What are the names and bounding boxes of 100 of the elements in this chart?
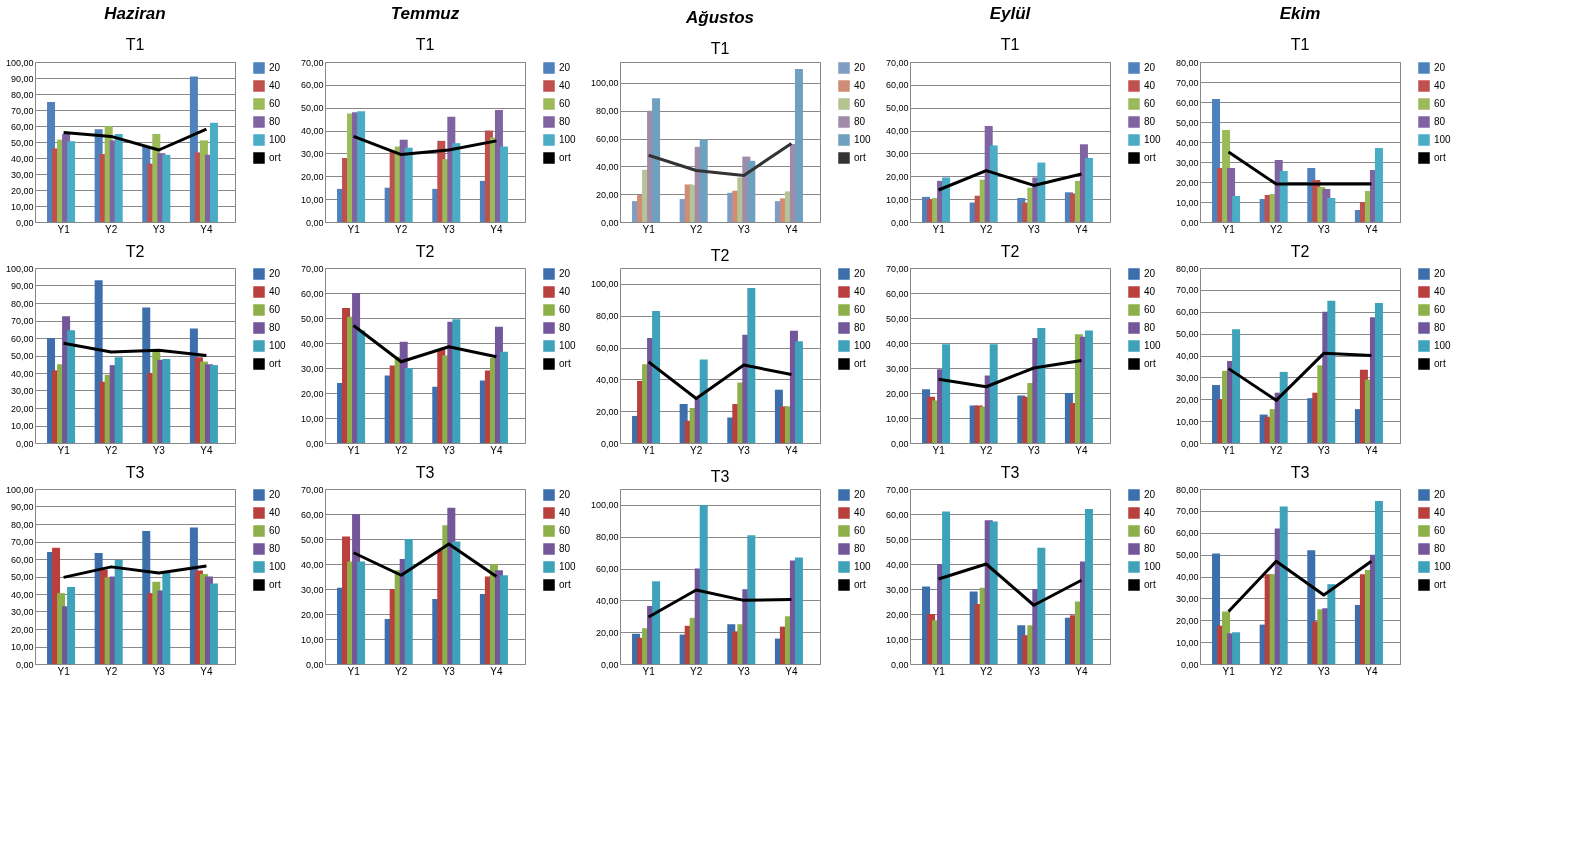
bar (1037, 547, 1046, 664)
legend-label: 20 (854, 489, 866, 500)
y-tick-label: 80,00 (595, 532, 619, 543)
legend-label: 20 (559, 268, 571, 279)
x-tick-label: Y4 (200, 665, 213, 677)
bar (1084, 330, 1093, 443)
legend-label: 20 (269, 489, 281, 500)
y-tick-label: 40,00 (1175, 572, 1199, 582)
bar (404, 539, 413, 664)
bar (699, 504, 708, 664)
x-tick-label: Y2 (1270, 223, 1283, 235)
y-tick-label: 80,00 (595, 311, 619, 322)
y-tick-label: 30,00 (1175, 157, 1199, 168)
y-tick-label: 20,00 (300, 171, 324, 182)
bar (989, 145, 998, 222)
line-series (647, 141, 793, 177)
chart-title: Ağustos (685, 8, 754, 27)
legend-label: 80 (269, 322, 281, 333)
line-series (62, 341, 208, 357)
legend-label: 80 (854, 543, 866, 554)
bar (942, 177, 951, 222)
chart-title: T3 (1000, 464, 1020, 481)
legend-label: ort (269, 152, 281, 163)
legend-label: ort (559, 579, 571, 590)
x-tick-label: Y1 (642, 444, 656, 456)
y-tick-label: 70,00 (300, 57, 324, 68)
y-tick-label: 40,00 (10, 589, 34, 600)
legend-label: ort (854, 152, 866, 163)
y-tick-label: 20,00 (595, 627, 619, 638)
y-tick-label: 30,00 (10, 386, 34, 396)
bar (499, 146, 508, 222)
x-tick-label: Y1 (642, 665, 656, 677)
y-tick-label: 80,00 (10, 89, 34, 100)
y-tick-label: 20,00 (1175, 394, 1199, 405)
bar (989, 344, 998, 443)
legend-label: 20 (269, 62, 281, 73)
bar (114, 134, 123, 222)
legend-label: 100 (854, 340, 872, 351)
y-tick-label: 20,00 (10, 624, 34, 635)
legend-label: 40 (854, 507, 866, 518)
bar (794, 557, 803, 664)
y-tick-label: 0,00 (15, 217, 34, 228)
y-tick-label: 40,00 (300, 126, 324, 137)
bar (114, 357, 123, 443)
legend-label: ort (1144, 358, 1156, 369)
bar (67, 330, 76, 443)
bar (942, 344, 951, 443)
x-tick-label: Y4 (785, 665, 798, 677)
legend-label: 40 (1434, 507, 1446, 518)
y-tick-label: 60,00 (300, 80, 324, 91)
bar (794, 68, 803, 222)
bar (652, 98, 661, 222)
bar (404, 147, 413, 222)
legend-label: 100 (854, 134, 872, 145)
bar (452, 319, 461, 443)
y-tick-label: 10,00 (885, 634, 909, 645)
legend-label: ort (1144, 152, 1156, 163)
bar (452, 143, 461, 222)
y-tick-label: 20,00 (595, 189, 619, 200)
legend-label: 60 (559, 304, 571, 315)
bar (499, 351, 508, 443)
bar (452, 541, 461, 664)
legend-label: 100 (1144, 134, 1162, 145)
legend-label: 100 (269, 561, 287, 572)
line-series (937, 169, 1083, 192)
legend-label: ort (269, 358, 281, 369)
chart-title: T2 (125, 243, 145, 260)
legend-label: 100 (1434, 134, 1452, 145)
legend-label: ort (854, 579, 866, 590)
x-tick-label: Y1 (347, 223, 361, 235)
x-tick-label: Y3 (737, 223, 751, 235)
x-tick-label: Y1 (1222, 444, 1236, 456)
legend-label: 20 (269, 268, 281, 279)
y-tick-label: 40,00 (885, 126, 909, 137)
x-tick-label: Y4 (1365, 665, 1378, 677)
y-tick-label: 50,00 (300, 534, 324, 545)
x-tick-label: Y2 (1270, 444, 1283, 456)
y-tick-label: 60,00 (1175, 528, 1199, 539)
bar (1374, 148, 1383, 222)
y-tick-label: 40,00 (1175, 351, 1199, 361)
y-tick-label: 0,00 (600, 438, 619, 449)
bar (1279, 371, 1288, 443)
y-tick-label: 30,00 (300, 584, 324, 595)
x-tick-label: Y4 (490, 223, 503, 235)
y-tick-label: 50,00 (300, 313, 324, 324)
x-tick-label: Y3 (1317, 444, 1331, 456)
y-tick-label: 10,00 (10, 201, 34, 212)
y-tick-label: 90,00 (10, 73, 34, 84)
legend-label: 100 (854, 561, 872, 572)
bar (162, 359, 171, 443)
y-tick-label: 0,00 (600, 659, 619, 670)
y-tick-label: 10,00 (300, 634, 324, 645)
y-tick-label: 30,00 (10, 607, 34, 617)
legend-label: 20 (1144, 489, 1156, 500)
x-tick-label: Y4 (1075, 665, 1088, 677)
y-tick-label: 80,00 (10, 298, 34, 309)
y-tick-label: 100,00 (590, 78, 619, 89)
y-tick-label: 70,00 (10, 316, 34, 326)
bar (114, 559, 123, 664)
y-tick-label: 30,00 (1175, 372, 1199, 383)
